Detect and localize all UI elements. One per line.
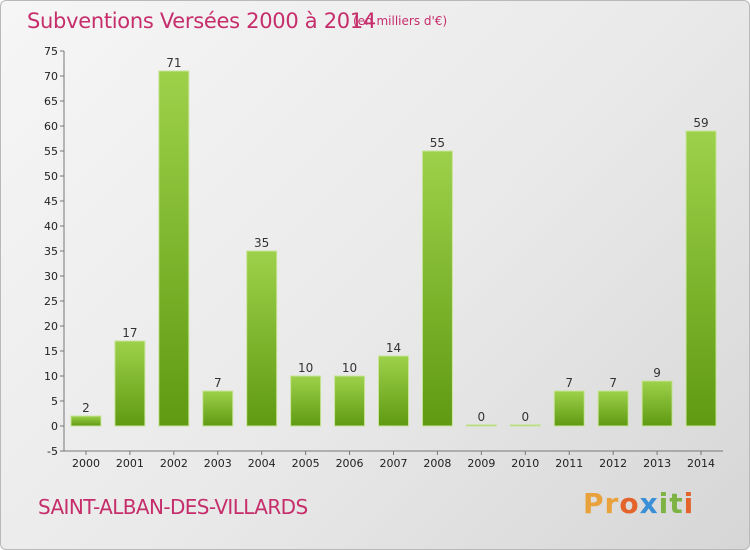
value-label-2006: 10	[342, 361, 357, 375]
y-tick-label: 55	[44, 145, 58, 158]
y-tick-label: 75	[44, 45, 58, 58]
bar-2009	[465, 424, 497, 427]
proxiti-logo[interactable]: Proxiti	[583, 487, 694, 520]
value-label-2012: 7	[609, 376, 617, 390]
x-tick-label: 2006	[336, 457, 364, 470]
bar-2007	[378, 355, 409, 427]
value-label-2008: 55	[430, 136, 445, 150]
value-label-2014: 59	[693, 116, 708, 130]
logo-letter: x	[639, 487, 659, 520]
y-tick-label: 65	[44, 95, 58, 108]
bar-2004	[246, 250, 278, 427]
logo-letter: P	[583, 487, 605, 520]
x-tick-label: 2011	[555, 457, 583, 470]
y-tick-label: 25	[44, 295, 58, 308]
y-tick-label: 15	[44, 345, 58, 358]
value-label-2010: 0	[521, 410, 529, 424]
x-tick-label: 2009	[467, 457, 495, 470]
bar-2012	[597, 390, 629, 427]
logo-letter: t	[669, 487, 684, 520]
x-tick-label: 2002	[160, 457, 188, 470]
value-labels-group: 2 17 71 7 35 10 10 14 55 0 0 7 7 9 59	[82, 56, 709, 424]
bar-2001	[114, 340, 146, 427]
chart-subtitle: (en milliers d'€)	[353, 14, 448, 28]
y-tick-label: 60	[44, 120, 58, 133]
value-label-2013: 9	[653, 366, 661, 380]
y-tick-label: -5	[47, 445, 58, 458]
bar-2008	[421, 150, 453, 427]
value-label-2011: 7	[565, 376, 573, 390]
x-tick-label: 2010	[511, 457, 539, 470]
x-tick-label: 2003	[204, 457, 232, 470]
y-tick-label: 10	[44, 370, 58, 383]
y-tick-label: 0	[51, 420, 58, 433]
logo-letter: r	[604, 487, 620, 520]
value-label-2009: 0	[478, 410, 486, 424]
bar-2013	[641, 380, 673, 427]
y-tick-label: 5	[51, 395, 58, 408]
x-tick-label: 2014	[687, 457, 715, 470]
logo-letter: i	[683, 487, 695, 520]
bar-2000	[70, 415, 102, 427]
value-label-2003: 7	[214, 376, 222, 390]
value-label-2001: 17	[122, 326, 137, 340]
bar-2005	[290, 375, 322, 427]
value-label-2004: 35	[254, 236, 269, 250]
bar-2006	[334, 375, 366, 427]
bar-2002	[158, 70, 190, 427]
bar-2014	[685, 130, 717, 427]
y-tick-label: 70	[44, 70, 58, 83]
bars-group	[70, 70, 717, 427]
x-tick-label: 2012	[599, 457, 627, 470]
bar-2011	[553, 390, 585, 427]
y-tick-label: 30	[44, 270, 58, 283]
y-tick-label: 35	[44, 245, 58, 258]
value-label-2000: 2	[82, 401, 90, 415]
x-tick-label: 2013	[643, 457, 671, 470]
x-tick-label: 2007	[380, 457, 408, 470]
value-label-2002: 71	[166, 56, 181, 70]
x-tick-label: 2000	[72, 457, 100, 470]
y-tick-label: 40	[44, 220, 58, 233]
value-label-2005: 10	[298, 361, 313, 375]
y-tick-label: 20	[44, 320, 58, 333]
location-name: SAINT-ALBAN-DES-VILLARDS	[38, 495, 308, 519]
value-label-2007: 14	[386, 341, 401, 355]
x-tick-label: 2004	[248, 457, 276, 470]
logo-letter: o	[619, 487, 640, 520]
bar-2010	[509, 424, 541, 427]
chart-title: Subventions Versées 2000 à 2014	[27, 9, 376, 33]
x-tick-label: 2005	[292, 457, 320, 470]
x-tick-label: 2001	[116, 457, 144, 470]
y-tick-label: 50	[44, 170, 58, 183]
logo-letter: i	[658, 487, 670, 520]
x-tick-label: 2008	[423, 457, 451, 470]
y-tick-label: 45	[44, 195, 58, 208]
bar-2003	[202, 390, 234, 427]
